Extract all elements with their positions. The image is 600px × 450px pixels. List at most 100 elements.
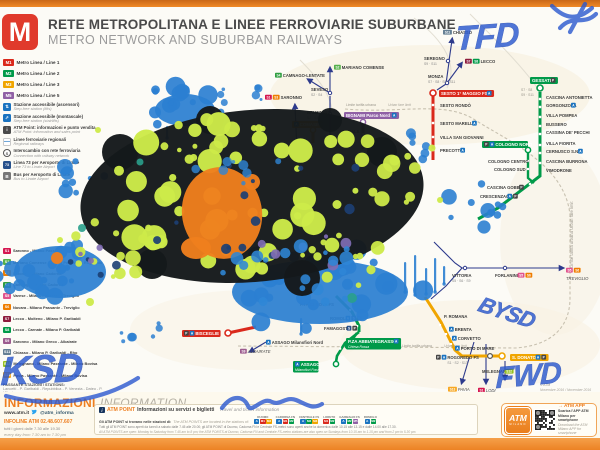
svg-text:S. DONATO: S. DONATO [512,355,537,360]
svg-text:P: P [437,356,440,360]
legend-symbols: ⇅ Stazione accessibile (ascensori) Step-fr… [3,101,115,182]
svg-text:P. ROMANA: P. ROMANA [444,314,467,319]
svg-text:S8: S8 [474,60,478,64]
map-label: CASCINA ANTONIETTA [546,95,593,100]
line-chip: M1 [323,419,329,424]
info-bar: INFORMAZIONI INFORMATION www.atm.it @atm… [0,392,600,438]
svg-text:ASSAGO: ASSAGO [301,362,321,367]
svg-text:P: P [485,143,488,147]
svg-text:S9 · S11: S9 · S11 [521,93,534,97]
stairlift-icon: ⇗ [3,114,11,123]
bottom-border [0,438,600,450]
legend-sline-row: S8 Lecco - Carnate - Milano P. Garibaldi [3,326,81,333]
svg-text:A: A [509,195,512,199]
station-labels: S1 S3 SARONNO S4 CAMNAGO-LENTATE S2 MARIANO CO… [182,29,593,393]
atm-point-hours-en: All ATM POINTS are open: Monday to Satur… [99,429,417,434]
map-label: SESTO 1° MAGGIO FS A [439,90,495,97]
map-label: AFFORI [331,138,347,143]
legend-sline-row: S13 Pavia - Milano Passante - Milano Bovi… [3,372,88,379]
svg-text:AFFORI: AFFORI [331,138,347,143]
svg-text:COLOGNO CENTRO: COLOGNO CENTRO [488,159,529,164]
legend-item: — Linee ferroviarie regionali Regional rai… [3,136,67,146]
legend-metro-row: M1 Metro Linea / Line 1 [3,57,115,68]
map-label: S7 · S8 [521,88,532,92]
sline-badge: S11 [3,349,12,356]
line-chip: A [276,419,282,424]
svg-text:MONZA: MONZA [428,74,443,79]
line-chip: A [340,419,347,424]
legend-label: Metro Linea / Line 3 [16,82,60,87]
sline-badge: S3 [3,270,11,277]
svg-text:ASSAGO Milanofiori Nord: ASSAGO Milanofiori Nord [272,340,324,345]
info-heading-it: INFORMAZIONI [4,396,96,410]
header: M RETE METROPOLITANA E LINEE FERROVIARIE… [2,9,600,55]
svg-text:A: A [456,347,459,351]
svg-text:P: P [354,327,357,331]
svg-text:BISCEGLIE: BISCEGLIE [195,331,219,336]
line-chip: A [300,419,306,424]
svg-text:CASCINA GOBBA: CASCINA GOBBA [487,185,523,190]
svg-text:S4: S4 [276,74,280,78]
legend-label: Metro Linea / Line 5 [16,93,60,98]
atm-metro-logo: M [2,14,38,50]
sline-badge: S1 [3,247,11,254]
svg-text:GESSATE: GESSATE [532,78,553,83]
svg-text:S2 · S4: S2 · S4 [311,93,322,97]
map-label: Limite tariffa urbana [402,344,432,348]
map-label: P. ROMANA [444,314,467,319]
metro-line-badge: M1 [3,59,14,66]
legend-item: B Bus per Aeroporto di Linate Bus to Linat… [3,171,115,183]
app-line-it: Scarica l'APP ATM Milano per smartphone [558,409,589,423]
line-chip: M1 [282,419,289,424]
map-label: S5 S6 [566,267,581,273]
rail-icon: — [3,137,11,146]
map-label: P.TA GENOVA FS [300,302,334,307]
map-label: Limite tariffa urbana [346,103,376,107]
svg-text:CASCINA BURRONA: CASCINA BURRONA [546,159,588,164]
atm-point-station: LORETO M1 M2 [323,414,336,424]
twitter-handle: @atm_informa [40,410,74,416]
svg-text:PAVIA: PAVIA [458,387,470,392]
qr-code [533,409,556,431]
atm-app-box: ATM MILANO → ATM APP Scarica l'APP ATM M… [501,403,597,437]
metro-line-badge: M3 [3,81,14,88]
line-chip: M2 [306,419,312,424]
atm-point-locations-it: Gli ATM POINT si trovano nelle stazioni … [99,419,172,424]
legend-metro-lines: M1 Metro Linea / Line 1 M2 Metro Linea / Li… [3,57,115,101]
map-label: S4 CAMNAGO-LENTATE [275,72,325,78]
legend-metro-row: M2 Metro Linea / Line 2 [3,68,115,79]
line-chip: A [364,419,371,424]
svg-text:Limite tariffa urbana: Limite tariffa urbana [402,344,432,348]
app-line-en: Download the ATM Milano APP for smartpho… [558,422,588,436]
svg-text:GORGONZOLA: GORGONZOLA [546,103,576,108]
svg-text:A: A [296,363,299,367]
svg-text:Milanofiori Forum: Milanofiori Forum [295,368,321,372]
svg-text:LECCO: LECCO [481,59,496,64]
page-title: RETE METROPOLITANA E LINEE FERROVIARIE S… [48,16,456,32]
svg-text:S2: S2 [335,66,339,70]
map-label: S1 LODI [478,387,496,393]
atm-logo-sub: MILANO [509,422,527,426]
svg-text:S9 · S11: S9 · S11 [424,62,437,66]
svg-text:VILLA SAN GIOVANNI: VILLA SAN GIOVANNI [440,135,484,140]
map-label: S2 MARIANO COMENSE [334,64,384,70]
sline-badge: S9 [3,338,11,345]
legend-metro-row: M5 Metro Linea / Line 5 [3,90,115,101]
line-chip: M3 [312,419,318,424]
svg-text:MELEGNANO: MELEGNANO [482,369,510,374]
svg-text:S7: S7 [466,60,470,64]
map-label: A ASSAGO Milanofiori Nord [266,339,324,345]
svg-text:SARONNO: SARONNO [281,95,303,100]
svg-text:S5 · S6 · S9: S5 · S6 · S9 [452,279,471,283]
sline-badge: S8 [3,326,11,333]
sline-badge: S6 [3,304,11,311]
svg-text:Chiesa Rossa: Chiesa Rossa [348,345,369,349]
